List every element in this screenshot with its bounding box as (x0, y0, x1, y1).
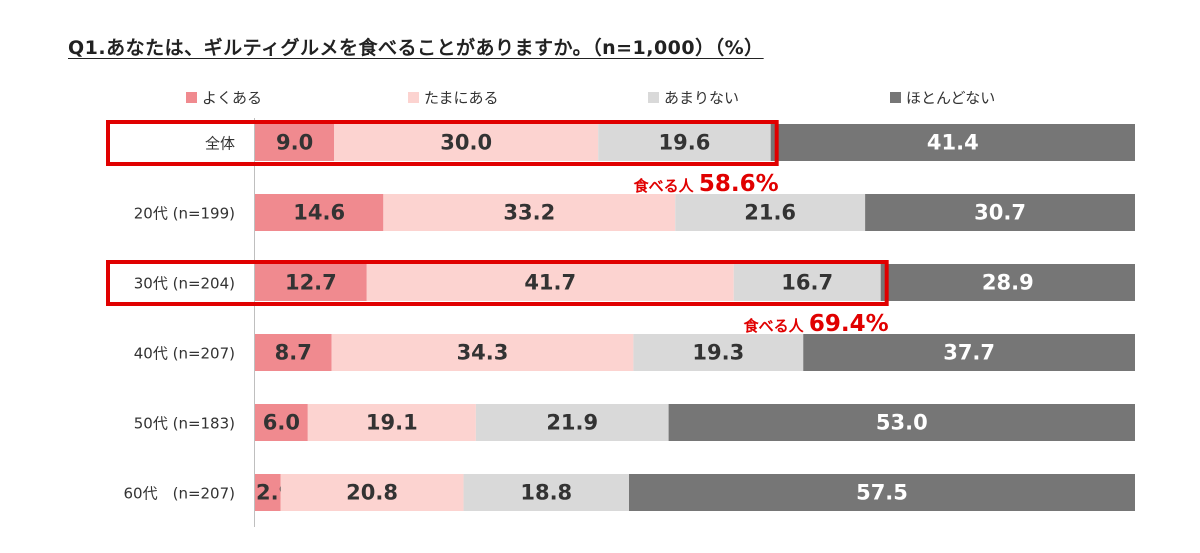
legend-swatch-1 (186, 92, 197, 103)
bar-segment (366, 264, 734, 301)
data-label: 57.5 (856, 481, 908, 505)
category-label: 50代 (n=183) (134, 415, 235, 433)
bar-segment (255, 194, 384, 231)
legend-label-1: よくある (202, 89, 262, 107)
highlight-box (106, 120, 779, 166)
data-label: 18.8 (520, 481, 572, 505)
bar-segment (255, 124, 335, 161)
category-label: 40代 (n=207) (134, 345, 235, 363)
category-axis: 全体 20代 (n=199) 30代 (n=204) 40代 (n=207) 50代 (… (124, 118, 255, 527)
data-label: 12.7 (285, 271, 337, 295)
highlight-box (106, 260, 889, 306)
bar-segment (255, 334, 332, 371)
data-label: 37.7 (943, 341, 995, 365)
bar-segment (668, 404, 1135, 441)
bar-segment (280, 474, 464, 511)
data-label: 6.0 (263, 411, 300, 435)
data-label: 14.6 (293, 201, 345, 225)
data-label: 28.9 (982, 271, 1034, 295)
bar-segment (334, 124, 599, 161)
bar-segment (880, 264, 1135, 301)
bar-segment (331, 334, 634, 371)
bar-segment (383, 194, 676, 231)
data-label: 41.4 (927, 131, 979, 155)
bar-segment (307, 404, 476, 441)
bar-segment (629, 474, 1135, 511)
bar-segment (255, 264, 367, 301)
data-label: 16.7 (781, 271, 833, 295)
bar-segment (475, 404, 669, 441)
data-label: 41.7 (524, 271, 576, 295)
data-label: 8.7 (275, 341, 312, 365)
bar-segment (255, 404, 308, 441)
bars: 9.0 30.0 19.6 41.4 14.6 33.2 21.6 30.7 12.7 41.7 1… (255, 124, 1135, 511)
category-label: 全体 (205, 135, 235, 153)
data-label: 21.9 (546, 411, 598, 435)
data-label: 34.3 (457, 341, 509, 365)
legend-label-4: ほとんどない (906, 89, 995, 107)
bar-segment (803, 334, 1135, 371)
highlight-label: 食べる人 58.6% (634, 171, 779, 197)
data-label: 33.2 (503, 201, 555, 225)
bar-segment (463, 474, 629, 511)
bar-segment (770, 124, 1135, 161)
legend-swatch-4 (890, 92, 901, 103)
bar-segment (598, 124, 771, 161)
category-label: 30代 (n=204) (134, 275, 235, 293)
chart-title: Q1.あなたは、ギルティグルメを食べることがありますか。（n=1,000）（%） (68, 37, 764, 59)
data-label: 30.7 (974, 201, 1026, 225)
bar-segment (633, 334, 804, 371)
data-label: 19.3 (692, 341, 744, 365)
category-label: 60代 (n=207) (124, 485, 236, 503)
bar-segment (733, 264, 881, 301)
data-label: 19.6 (659, 131, 711, 155)
data-label: 53.0 (876, 411, 928, 435)
data-label: 19.1 (366, 411, 418, 435)
bar-segment (255, 474, 281, 511)
bar-segment (865, 194, 1135, 231)
legend-label-3: あまりない (664, 89, 739, 107)
data-label: 21.6 (744, 201, 796, 225)
legend: よくある たまにある あまりない ほとんどない (186, 89, 995, 107)
category-label: 20代 (n=199) (134, 205, 235, 223)
data-label: 20.8 (346, 481, 398, 505)
data-label: 30.0 (440, 131, 492, 155)
legend-label-2: たまにある (424, 89, 499, 107)
highlight-label: 食べる人 69.4% (744, 311, 889, 337)
legend-swatch-2 (408, 92, 419, 103)
highlights: 食べる人 58.6% 食べる人 69.4% (106, 120, 889, 337)
data-label: 9.0 (276, 131, 313, 155)
bar-segment (675, 194, 866, 231)
legend-swatch-3 (648, 92, 659, 103)
